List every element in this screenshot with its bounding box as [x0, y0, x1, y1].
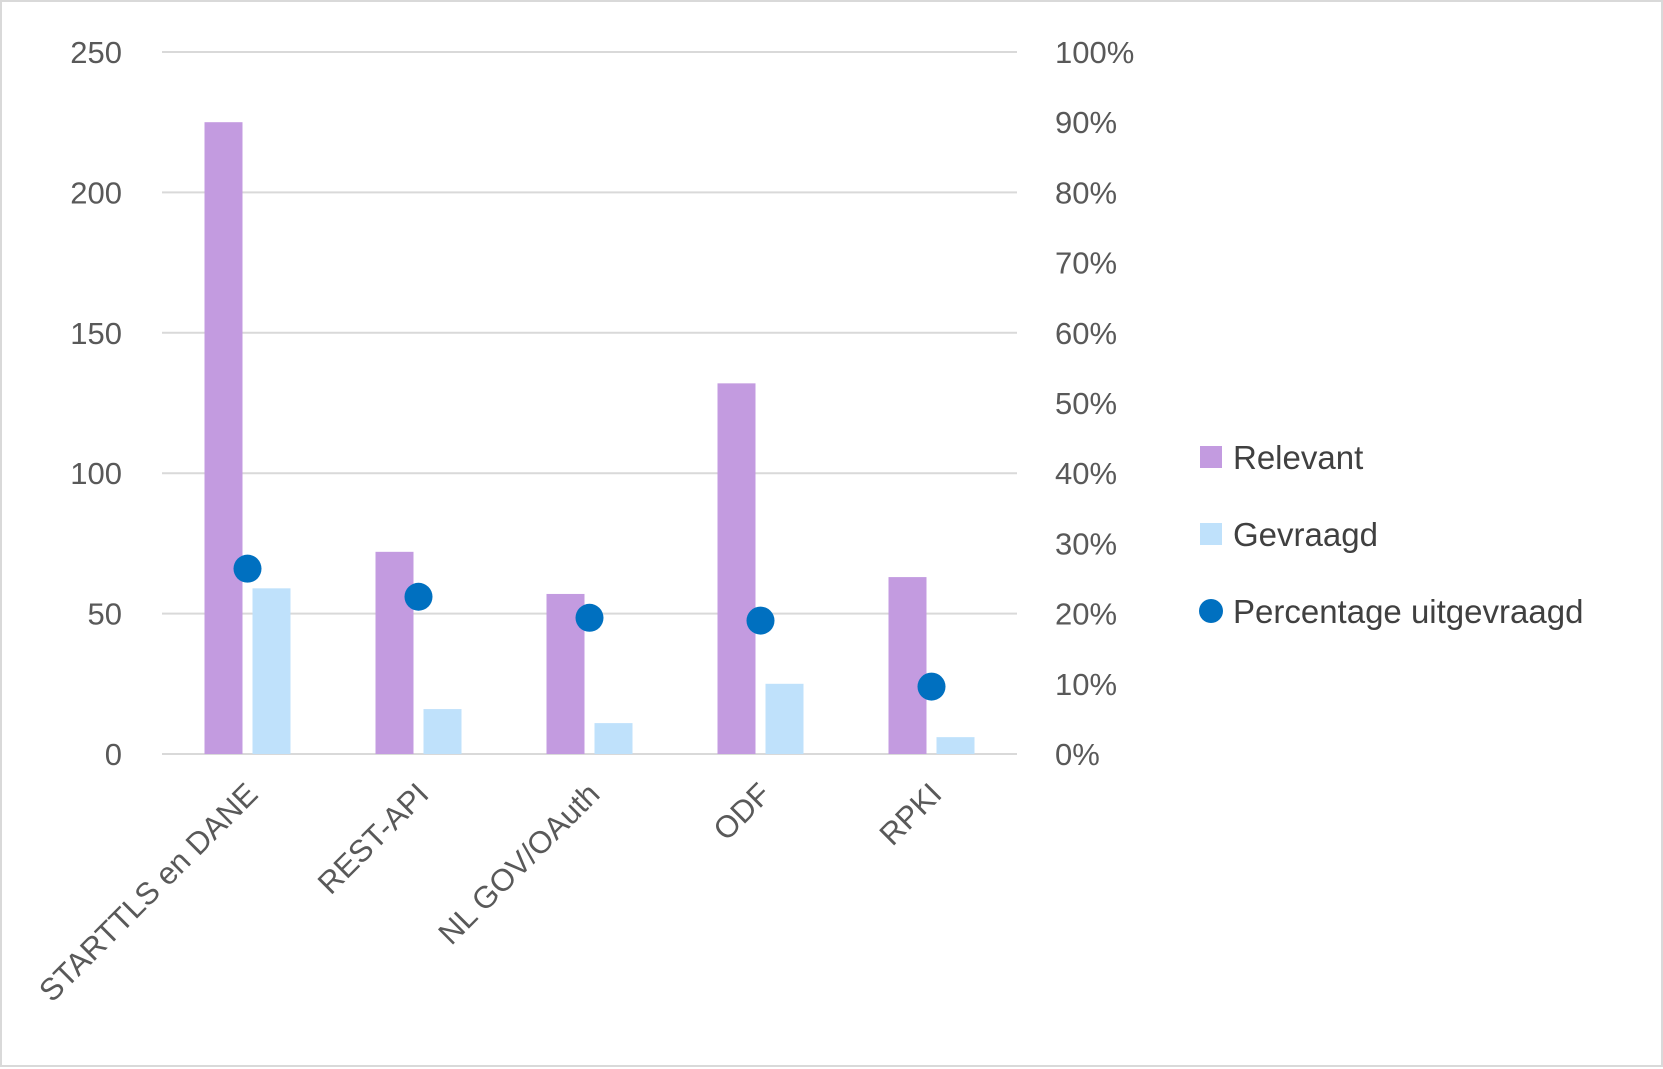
- legend-label: Relevant: [1233, 439, 1363, 476]
- bar-gevraagd: [936, 737, 975, 754]
- bar-gevraagd: [252, 588, 291, 754]
- right-axis-ticks: 0% 10% 20% 30% 40% 50% 60% 70% 80% 90% 100%: [1055, 35, 1134, 772]
- right-axis-tick-label: 0%: [1055, 737, 1100, 772]
- category-label: STARTTLS en DANE: [32, 776, 264, 1008]
- legend-swatch: [1200, 523, 1222, 545]
- left-axis-ticks: 0 50 100 150 200 250: [70, 35, 122, 772]
- category-label: ODF: [706, 776, 777, 847]
- right-axis-tick-label: 80%: [1055, 175, 1117, 210]
- bars: [204, 122, 975, 754]
- legend-label: Percentage uitgevraagd: [1233, 593, 1583, 630]
- category-label: RPKI: [873, 776, 949, 852]
- right-axis-tick-label: 20%: [1055, 597, 1117, 632]
- category-label: NL GOV/OAuth: [431, 776, 606, 951]
- bar-gevraagd: [594, 723, 633, 754]
- bar-gevraagd: [423, 709, 462, 754]
- percentage-point: [404, 582, 433, 611]
- percentage-point: [917, 672, 946, 701]
- bar-relevant: [888, 577, 927, 754]
- left-axis-tick-label: 250: [70, 35, 122, 70]
- left-axis-tick-label: 100: [70, 456, 122, 491]
- percentage-points: [233, 554, 946, 701]
- right-axis-tick-label: 50%: [1055, 386, 1117, 421]
- bar-relevant: [204, 122, 243, 754]
- left-axis-tick-label: 200: [70, 175, 122, 210]
- legend-swatch: [1200, 446, 1222, 468]
- percentage-point: [233, 554, 262, 583]
- right-axis-tick-label: 30%: [1055, 526, 1117, 561]
- right-axis-tick-label: 90%: [1055, 105, 1117, 140]
- bar-relevant: [375, 551, 414, 754]
- gridlines: [162, 51, 1017, 755]
- legend-marker: [1199, 599, 1223, 623]
- left-axis-tick-label: 0: [105, 737, 122, 772]
- left-axis-tick-label: 50: [88, 597, 122, 632]
- right-axis-tick-label: 60%: [1055, 316, 1117, 351]
- legend: Relevant Gevraagd Percentage uitgevraagd: [1199, 439, 1583, 630]
- legend-label: Gevraagd: [1233, 516, 1378, 553]
- right-axis-tick-label: 40%: [1055, 456, 1117, 491]
- bar-gevraagd: [765, 683, 804, 754]
- bar-relevant: [717, 383, 756, 754]
- right-axis-tick-label: 100%: [1055, 35, 1134, 70]
- right-axis-tick-label: 70%: [1055, 246, 1117, 281]
- percentage-point: [575, 603, 604, 632]
- left-axis-tick-label: 150: [70, 316, 122, 351]
- right-axis-tick-label: 10%: [1055, 667, 1117, 702]
- category-label: REST-API: [311, 776, 436, 901]
- percentage-point: [746, 606, 775, 635]
